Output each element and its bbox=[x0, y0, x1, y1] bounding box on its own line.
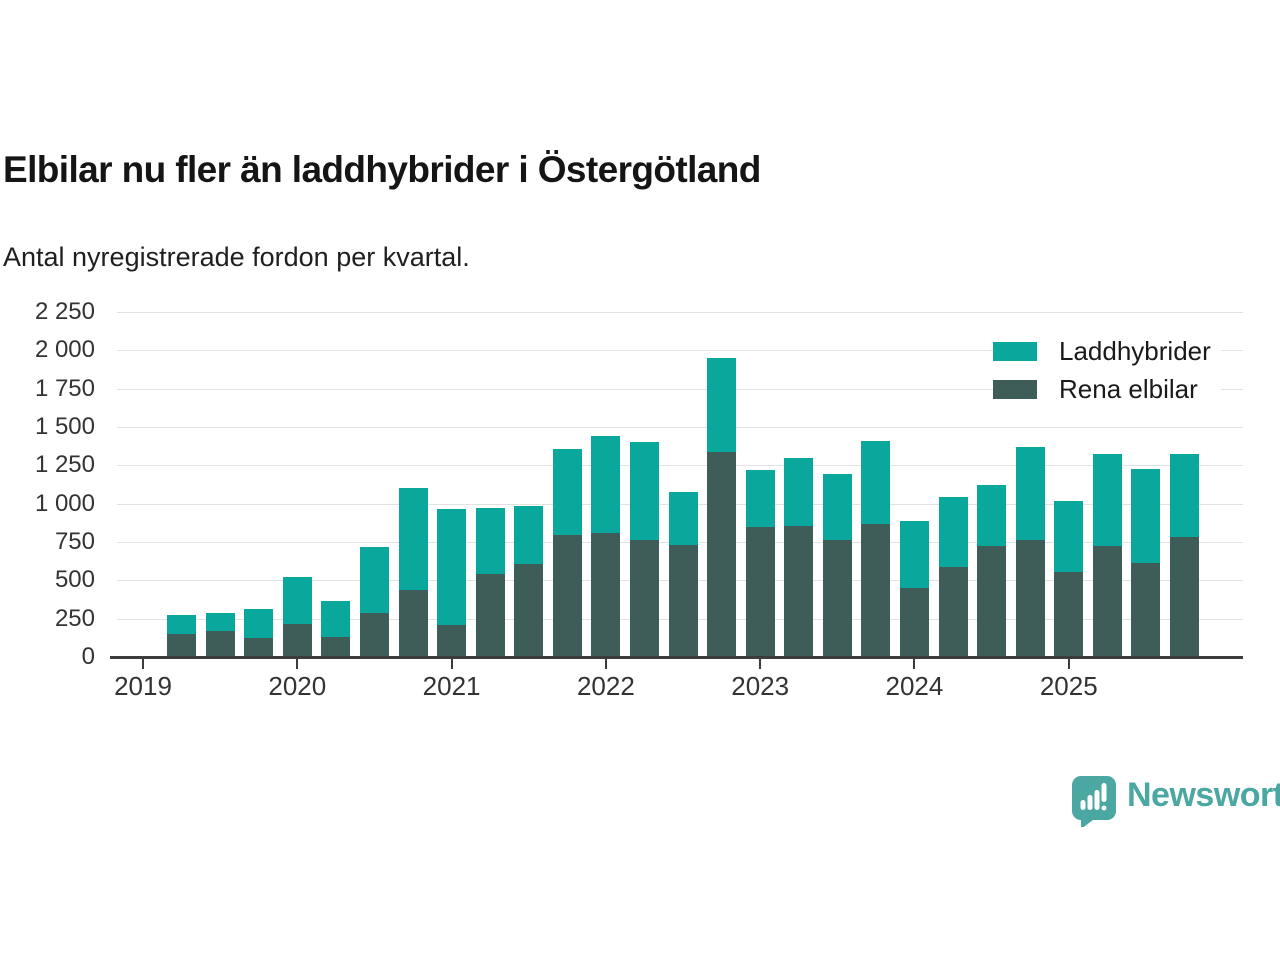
brand-logo-link[interactable]: Newsworthy bbox=[1071, 775, 1280, 827]
y-axis-tick-label: 1 250 bbox=[34, 451, 95, 479]
bar-segment-laddhybrider bbox=[359, 546, 389, 613]
bar-segment-rena-elbilar bbox=[437, 624, 467, 657]
bar-segment-laddhybrider bbox=[707, 358, 737, 453]
x-axis-tick bbox=[1067, 659, 1070, 669]
bar-segment-rena-elbilar bbox=[552, 535, 582, 657]
bar-segment-laddhybrider bbox=[822, 473, 852, 541]
x-axis-tick-label: 2023 bbox=[731, 671, 790, 701]
bar-segment-rena-elbilar bbox=[1169, 536, 1199, 657]
bar-segment-laddhybrider bbox=[1131, 469, 1161, 563]
bar-segment-rena-elbilar bbox=[899, 588, 929, 657]
bar-segment-rena-elbilar bbox=[629, 539, 659, 657]
y-axis-tick-label: 1 000 bbox=[34, 489, 95, 517]
x-axis-tick bbox=[450, 659, 453, 669]
x-axis-tick bbox=[142, 659, 144, 669]
bar-segment-laddhybrider bbox=[938, 496, 968, 567]
gridline bbox=[117, 427, 1243, 428]
bar-segment-laddhybrider bbox=[668, 492, 698, 546]
bar-segment-rena-elbilar bbox=[822, 540, 852, 657]
bar-segment-laddhybrider bbox=[1054, 501, 1084, 572]
x-axis-tick-label: 2021 bbox=[422, 671, 481, 701]
x-axis-tick bbox=[913, 659, 916, 669]
bar-segment-rena-elbilar bbox=[745, 526, 775, 657]
bar-segment-laddhybrider bbox=[591, 436, 621, 533]
legend-item-laddhybrider: Laddhybrider bbox=[993, 332, 1221, 370]
bar-segment-rena-elbilar bbox=[861, 523, 891, 657]
gridline bbox=[117, 388, 1243, 390]
bar-segment-rena-elbilar bbox=[475, 574, 505, 657]
newsworthy-chart-speech-bubble-icon bbox=[1072, 776, 1116, 827]
x-axis-tick bbox=[759, 659, 762, 669]
bar-segment-laddhybrider bbox=[1015, 446, 1045, 540]
bar-segment-rena-elbilar bbox=[398, 589, 428, 657]
y-axis-tick-label: 0 bbox=[81, 643, 95, 670]
x-axis-line bbox=[110, 656, 1243, 659]
bar-segment-rena-elbilar bbox=[784, 525, 814, 657]
x-axis-tick-label: 2020 bbox=[268, 671, 327, 701]
bar-segment-laddhybrider bbox=[437, 509, 467, 625]
bar-segment-laddhybrider bbox=[244, 609, 274, 638]
x-axis-tick bbox=[604, 659, 607, 669]
bar-segment-rena-elbilar bbox=[668, 545, 698, 657]
bar-segment-rena-elbilar bbox=[321, 637, 351, 657]
bar-segment-rena-elbilar bbox=[938, 566, 968, 657]
bar-segment-laddhybrider bbox=[398, 488, 428, 590]
bar-segment-laddhybrider bbox=[977, 484, 1007, 546]
y-axis-tick-label: 250 bbox=[54, 604, 95, 632]
gridline bbox=[117, 465, 1243, 467]
x-axis-tick-label: 2024 bbox=[885, 671, 944, 701]
bar-segment-laddhybrider bbox=[784, 457, 814, 526]
y-axis-tick-label: 2 250 bbox=[34, 298, 95, 325]
bar-segment-laddhybrider bbox=[167, 614, 197, 634]
bar-segment-rena-elbilar bbox=[1054, 571, 1084, 657]
bar-segment-rena-elbilar bbox=[1015, 539, 1045, 657]
y-axis-tick-label: 1 750 bbox=[34, 374, 95, 402]
x-axis-tick-label: 2025 bbox=[1039, 671, 1098, 701]
y-axis-tick-label: 750 bbox=[54, 528, 95, 555]
y-axis-tick-label: 500 bbox=[54, 566, 95, 594]
gridline bbox=[117, 350, 1243, 352]
y-axis-tick-label: 2 000 bbox=[34, 336, 95, 364]
bar-segment-rena-elbilar bbox=[977, 545, 1007, 657]
bar-segment-rena-elbilar bbox=[1131, 562, 1161, 657]
bar-segment-rena-elbilar bbox=[167, 634, 197, 657]
bar-segment-rena-elbilar bbox=[205, 630, 235, 657]
brand-name: Newsworthy bbox=[1127, 776, 1280, 814]
bar-segment-laddhybrider bbox=[205, 612, 235, 631]
legend-label: Laddhybrider bbox=[1059, 335, 1211, 366]
bar-segment-laddhybrider bbox=[861, 440, 891, 524]
bar-segment-laddhybrider bbox=[629, 441, 659, 540]
bar-segment-laddhybrider bbox=[899, 520, 929, 588]
y-axis-tick-label: 1 500 bbox=[34, 413, 95, 440]
legend-label: Rena elbilar bbox=[1059, 373, 1198, 404]
bar-segment-laddhybrider bbox=[745, 469, 775, 527]
bar-segment-laddhybrider bbox=[321, 601, 351, 638]
bar-segment-rena-elbilar bbox=[591, 532, 621, 657]
bar-segment-rena-elbilar bbox=[707, 452, 737, 657]
bar-segment-laddhybrider bbox=[514, 505, 544, 565]
x-axis-tick bbox=[296, 659, 299, 669]
gridline bbox=[117, 312, 1243, 313]
legend-swatch-rena-elbilar bbox=[993, 379, 1037, 399]
bar-segment-rena-elbilar bbox=[282, 624, 312, 657]
legend-swatch-laddhybrider bbox=[993, 341, 1037, 361]
chart-title: Elbilar nu fler än laddhybrider i Österg… bbox=[3, 149, 761, 190]
bar-segment-rena-elbilar bbox=[359, 612, 389, 657]
x-axis-tick-label: 2022 bbox=[576, 671, 635, 701]
bar-segment-rena-elbilar bbox=[514, 564, 544, 657]
bar-segment-rena-elbilar bbox=[1092, 545, 1122, 657]
x-axis-tick-label: 2019 bbox=[114, 671, 172, 701]
bar-segment-rena-elbilar bbox=[244, 637, 274, 657]
legend-item-rena-elbilar: Rena elbilar bbox=[993, 370, 1221, 408]
bar-segment-laddhybrider bbox=[1169, 453, 1199, 537]
bar-segment-laddhybrider bbox=[282, 577, 312, 625]
chart-subtitle: Antal nyregistrerade fordon per kvartal. bbox=[3, 242, 470, 272]
bar-segment-laddhybrider bbox=[552, 449, 582, 536]
bar-segment-laddhybrider bbox=[475, 508, 505, 575]
bar-segment-laddhybrider bbox=[1092, 453, 1122, 546]
chart-legend: Laddhybrider Rena elbilar bbox=[993, 332, 1221, 408]
